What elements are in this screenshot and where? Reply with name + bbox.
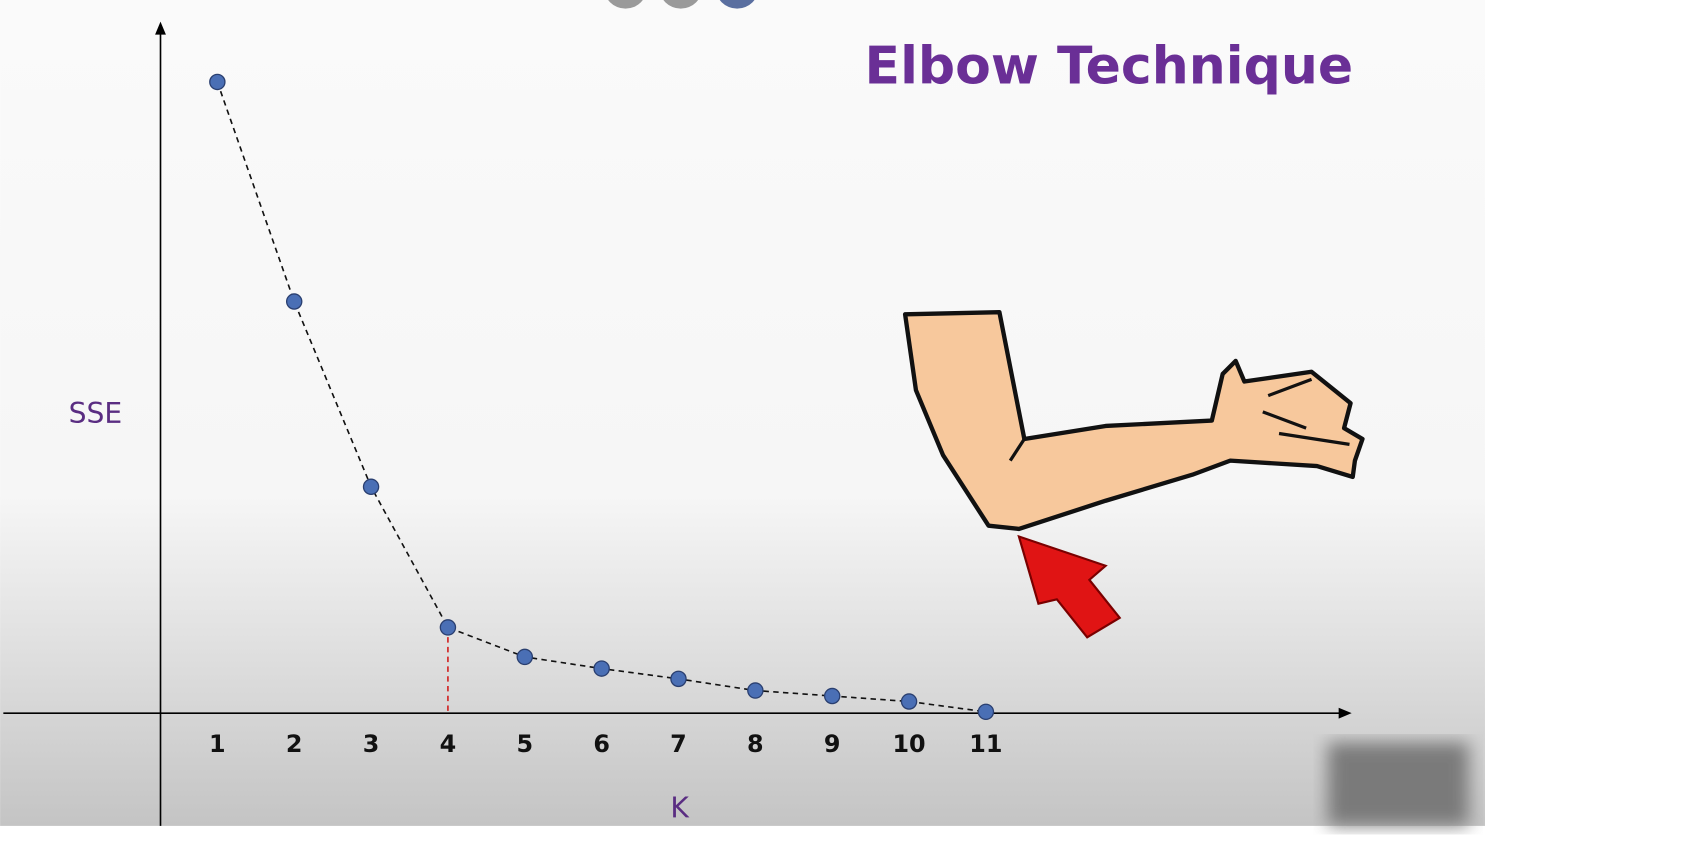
data-point [747,682,764,699]
data-point [439,619,457,636]
x-tick-label: 3 [363,730,380,758]
chart-title: Elbow Technique [865,36,1354,96]
x-tick-label: 1 [209,730,226,758]
data-point [823,687,841,705]
data-point [209,73,226,91]
data-point [900,693,918,710]
x-tick-label: 10 [892,730,925,758]
y-axis-label: SSE [69,397,123,430]
elbow-arrow [1017,534,1122,639]
data-point [593,660,610,677]
x-tick-label: 2 [286,730,303,758]
data-point [285,293,303,310]
x-tick-label: 8 [747,730,764,758]
data-point [362,478,380,496]
video-control[interactable] [715,0,758,9]
data-point [977,703,995,721]
x-tick-label: 4 [440,730,457,758]
x-axis-arrow [1338,707,1352,719]
data-point [516,648,534,666]
y-axis-arrow [155,21,166,35]
arm-illustration [902,309,1365,532]
data-point [670,670,687,688]
video-control[interactable] [604,0,647,9]
x-axis-label: K [670,792,690,825]
x-tick-label: 11 [969,730,1002,758]
x-tick-label: 7 [670,730,687,758]
video-control[interactable] [659,0,702,9]
x-tick-label: 9 [824,730,841,758]
x-tick-label: 5 [516,730,533,758]
x-tick-label: 6 [593,730,610,758]
blurred-overlay [1327,742,1469,826]
